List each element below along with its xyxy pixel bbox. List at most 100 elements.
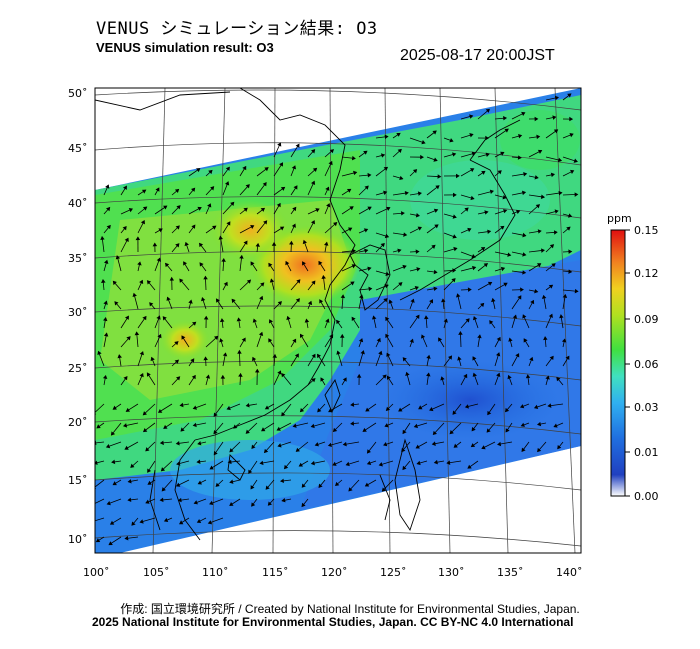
wind-arrow-head <box>304 318 310 323</box>
wind-arrow-head <box>381 487 386 492</box>
wind-arrow-head <box>518 134 523 139</box>
wind-arrow-head <box>367 266 372 271</box>
wind-arrow-head <box>128 208 133 213</box>
wind-arrow-head <box>432 130 437 135</box>
wind-arrow-head <box>209 465 214 470</box>
wind-arrow-head <box>219 318 225 323</box>
wind-arrow-head <box>366 460 372 466</box>
wind-arrow-head <box>487 410 492 416</box>
wind-arrow-head <box>424 315 429 320</box>
wind-arrow-head <box>469 133 474 138</box>
wind-arrow-head <box>318 260 323 266</box>
wind-arrow-head <box>567 93 572 98</box>
wind-arrow-head <box>205 374 211 379</box>
wind-arrow-head <box>147 468 152 473</box>
wind-arrow-head <box>364 482 370 487</box>
wind-arrow-head <box>471 427 476 432</box>
wind-arrow-head <box>550 172 555 178</box>
wind-arrow-head <box>292 423 297 428</box>
wind-arrow-head <box>105 206 111 212</box>
wind-arrow-head <box>262 181 267 187</box>
wind-arrow-head <box>380 153 386 158</box>
wind-arrow-head <box>163 424 168 429</box>
wind-arrow-head <box>433 269 438 275</box>
wind-arrow-head <box>534 289 539 294</box>
wind-arrow-head <box>252 356 257 362</box>
wind-arrow-head <box>174 341 179 346</box>
wind-arrow-head <box>236 317 242 322</box>
wind-arrow-head <box>237 349 242 354</box>
wind-arrow-head <box>310 423 315 429</box>
wind-arrow-head <box>225 166 230 171</box>
wind-arrow-head <box>175 482 181 487</box>
wind-arrow-head <box>480 302 485 308</box>
wind-arrow-head <box>103 317 108 322</box>
timestamp: 2025-08-17 20:00JST <box>400 47 555 64</box>
wind-arrow-head <box>227 459 232 465</box>
colorbar-tick-label: 0.00 <box>634 490 659 503</box>
wind-arrow-head <box>319 299 324 304</box>
wind-arrow-head <box>259 460 264 466</box>
wind-arrow-head <box>214 335 219 340</box>
wind-arrow-head <box>296 279 301 284</box>
wind-arrow-head <box>351 264 356 269</box>
wind-arrow-head <box>565 355 570 361</box>
lon-tick-label: 110˚ <box>202 566 229 579</box>
wind-arrow-head <box>549 355 554 361</box>
wind-arrow-head <box>435 185 440 190</box>
wind-arrow-head <box>537 447 542 453</box>
wind-arrow-head <box>359 294 364 299</box>
wind-arrow-head <box>302 261 306 266</box>
wind-arrow-head <box>437 174 442 179</box>
wind-arrow-head <box>310 460 315 466</box>
wind-arrow-head <box>489 320 494 325</box>
wind-arrow-head <box>402 429 407 435</box>
wind-arrow-head <box>268 262 273 268</box>
wind-arrow-head <box>429 299 434 304</box>
wind-arrow-head <box>467 464 472 469</box>
wind-arrow-head <box>383 441 388 447</box>
wind-arrow-head <box>155 187 160 192</box>
wind-arrow-head <box>472 316 478 321</box>
wind-arrow-head <box>485 152 490 157</box>
wind-arrow-head <box>276 426 281 431</box>
wind-arrow-head <box>497 170 502 175</box>
wind-arrow-head <box>203 315 209 320</box>
wind-arrow-head <box>277 443 282 448</box>
wind-arrow-head <box>219 338 224 343</box>
wind-arrow-head <box>318 483 323 488</box>
colorbar-tick-label: 0.06 <box>634 358 659 371</box>
wind-arrow-head <box>453 443 458 448</box>
wind-arrow-head <box>250 225 255 230</box>
wind-arrow-head <box>196 168 201 173</box>
wind-arrow-head <box>415 444 420 449</box>
wind-arrow-head <box>508 337 513 342</box>
wind-arrow-head <box>404 190 409 196</box>
wind-arrow-head <box>203 275 208 280</box>
wind-arrow-head <box>125 407 131 412</box>
wind-arrow-head <box>559 314 564 319</box>
wind-arrow-head <box>358 338 364 343</box>
wind-arrow-head <box>229 448 234 453</box>
wind-arrow-head <box>505 428 510 433</box>
wind-arrow-head <box>397 248 402 253</box>
wind-arrow-head <box>192 321 197 326</box>
wind-arrow-head <box>421 334 426 339</box>
wind-arrow-head <box>536 263 542 268</box>
wind-arrow-head <box>512 314 518 319</box>
wind-arrow-head <box>175 225 180 230</box>
wind-arrow-head <box>383 190 388 195</box>
wind-arrow-head <box>181 335 186 340</box>
wind-arrow-head <box>126 336 131 341</box>
wind-arrow-head <box>207 203 212 208</box>
wind-arrow-head <box>176 205 181 210</box>
lat-tick-label: 30˚ <box>68 306 88 319</box>
wind-arrow-head <box>175 243 180 248</box>
wind-arrow-head <box>224 181 230 186</box>
wind-arrow-head <box>277 301 282 306</box>
wind-arrow-head <box>325 318 330 323</box>
wind-arrow-head <box>434 224 439 229</box>
wind-arrow-head <box>402 357 407 362</box>
wind-arrow-head <box>112 481 117 486</box>
wind-arrow-head <box>535 204 540 209</box>
